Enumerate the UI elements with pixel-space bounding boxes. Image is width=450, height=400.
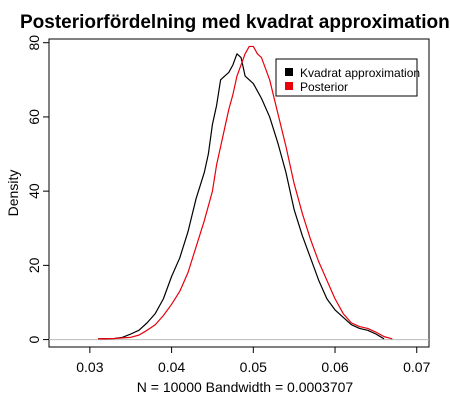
plot-frame: [48, 38, 430, 348]
legend-swatch-kvadrat-approximation: [285, 68, 293, 76]
legend-swatch-posterior: [285, 82, 293, 90]
y-tick-label: 40: [26, 183, 42, 199]
x-tick-label: 0.04: [158, 359, 185, 375]
x-tick-label: 0.07: [403, 359, 430, 375]
series-layer: [98, 45, 393, 340]
x-tick-label: 0.06: [321, 359, 348, 375]
y-axis-label: Density: [5, 170, 21, 217]
chart-title: Posteriorfördelning med kvadrat approxim…: [20, 12, 450, 33]
legend: Kvadrat approximation Posterior: [275, 58, 420, 97]
x-axis: 0.03 0.04 0.05 0.06 0.07: [76, 347, 431, 375]
series-line-posterior: [98, 45, 393, 340]
legend-label-kvadrat-approximation: Kvadrat approximation: [300, 66, 420, 80]
y-tick-label: 60: [26, 109, 42, 125]
legend-label-posterior: Posterior: [300, 80, 348, 94]
x-tick-label: 0.05: [240, 359, 267, 375]
y-axis: 0 20 40 60 80: [26, 35, 49, 343]
y-tick-label: 80: [26, 35, 42, 51]
series-line-kvadrat-approximation: [98, 53, 385, 340]
y-tick-label: 20: [26, 257, 42, 273]
legend-box: [275, 58, 418, 97]
y-tick-label: 0: [26, 335, 42, 343]
x-axis-label: N = 10000 Bandwidth = 0.0003707: [137, 379, 354, 395]
x-tick-label: 0.03: [76, 359, 103, 375]
